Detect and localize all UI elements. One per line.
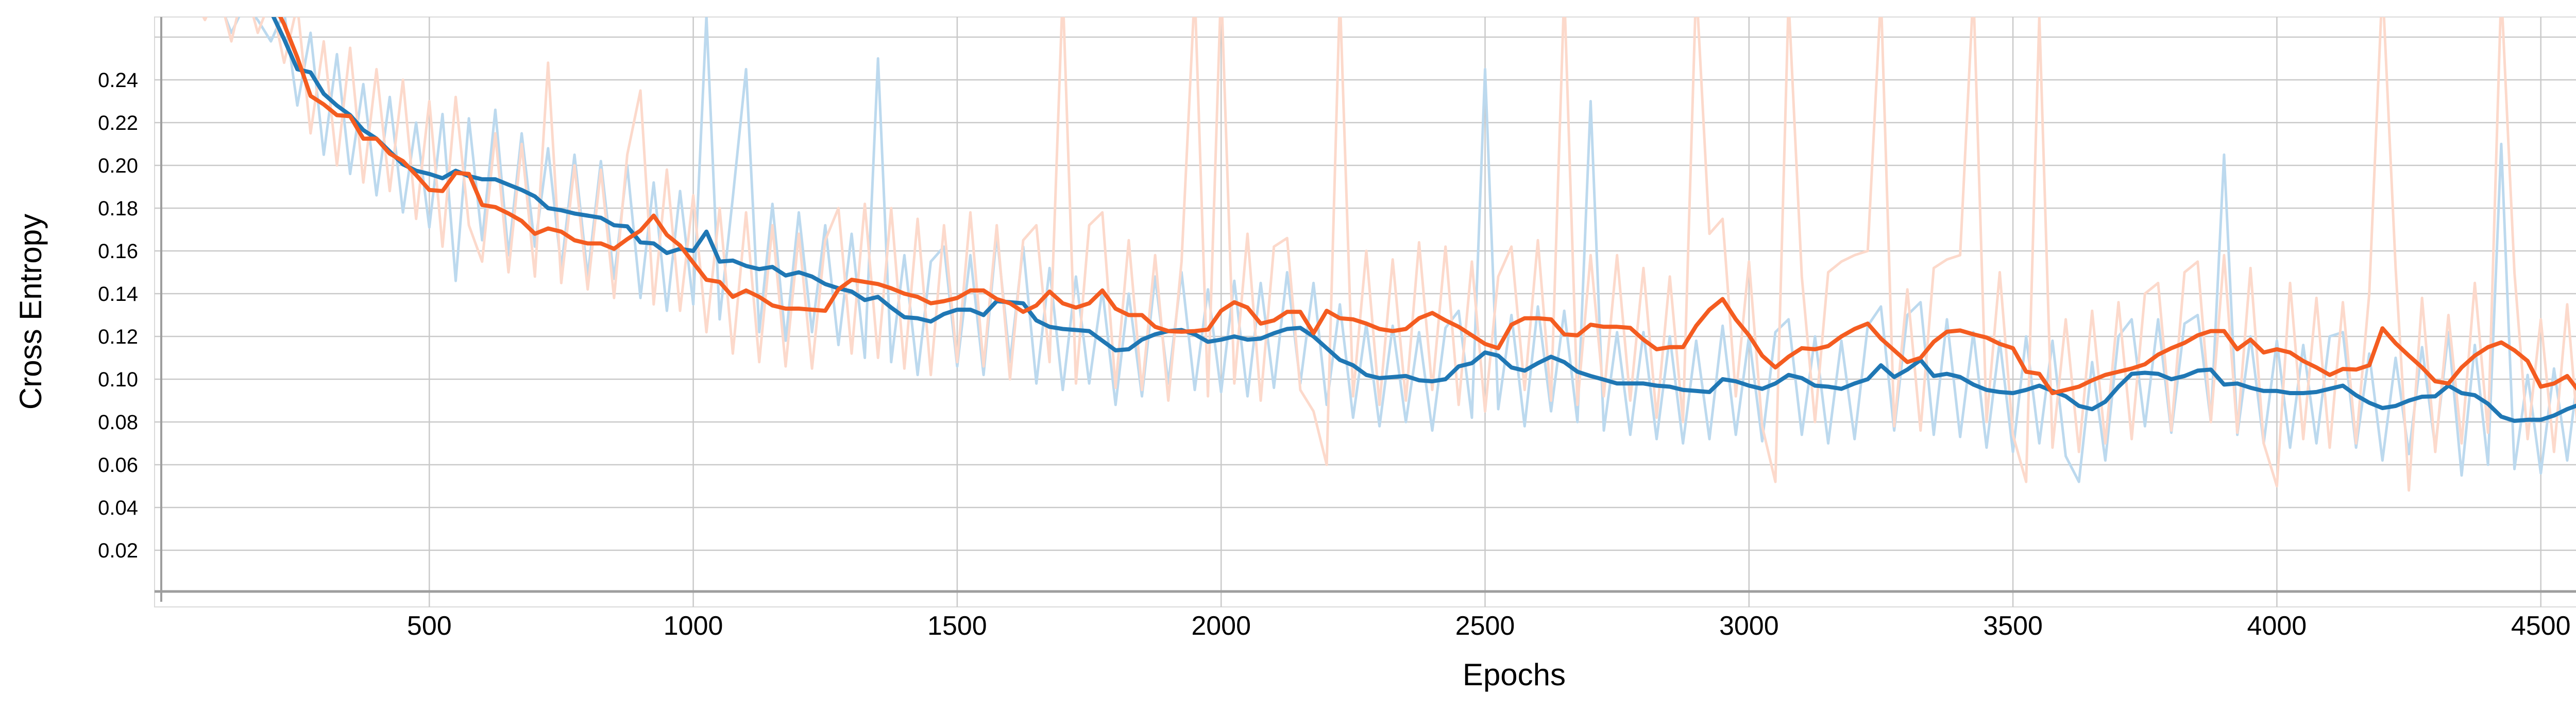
y-axis-title: Cross Entropy — [13, 214, 48, 410]
x-tick-label: 500 — [407, 611, 452, 641]
y-tick-label: 0.20 — [98, 155, 138, 177]
tick-label-layer: 0.02 0.04 0.06 0.08 0.10 0.12 0.14 0.16 0.18 0.20… — [98, 69, 2571, 641]
x-tick-label: 1500 — [927, 611, 987, 641]
x-tick-label: 3000 — [1719, 611, 1779, 641]
x-axis-title: Epochs — [1463, 657, 1566, 692]
y-tick-label: 0.24 — [98, 69, 138, 92]
y-tick-label: 0.04 — [98, 497, 138, 519]
x-tick-label: 2000 — [1191, 611, 1251, 641]
y-tick-label: 0.18 — [98, 197, 138, 220]
y-tick-label: 0.12 — [98, 326, 138, 348]
axis-layer — [155, 17, 2576, 602]
x-tick-label: 2500 — [1455, 611, 1515, 641]
y-tick-label: 0.22 — [98, 112, 138, 134]
x-tick-label: 4500 — [2511, 611, 2571, 641]
series-layer — [202, 17, 2576, 492]
x-tick-label: 3500 — [1983, 611, 2043, 641]
series2-smoothed-line — [278, 17, 2576, 395]
series1-smoothed-line — [271, 17, 2576, 423]
y-tick-label: 0.08 — [98, 411, 138, 434]
series2-raw-line — [202, 17, 2576, 492]
gridline-layer — [155, 17, 2576, 607]
x-tick-label: 1000 — [664, 611, 723, 641]
y-tick-label: 0.06 — [98, 454, 138, 477]
y-tick-label: 0.10 — [98, 368, 138, 391]
plot-border — [154, 16, 2576, 607]
x-tick-label: 4000 — [2247, 611, 2307, 641]
y-tick-label: 0.14 — [98, 283, 138, 306]
y-tick-label: 0.16 — [98, 240, 138, 263]
y-tick-label: 0.02 — [98, 539, 138, 562]
